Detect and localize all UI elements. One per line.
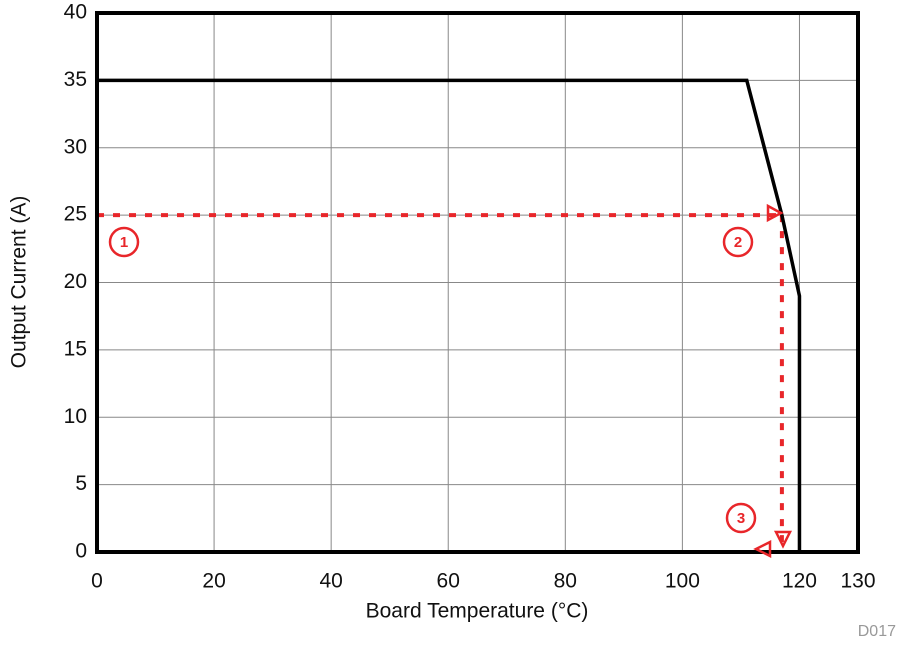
annotation-circle (725, 502, 757, 534)
x-tick-label: 20 (202, 570, 225, 593)
y-tick-label: 40 (64, 1, 87, 24)
series-line (97, 78, 802, 552)
arrow-down (773, 530, 793, 549)
y-tick-label: 5 (75, 472, 87, 495)
grid (96, 12, 859, 553)
y-tick-label: 10 (64, 405, 87, 428)
annotation: 1 (120, 234, 128, 251)
plot-frame (95, 11, 860, 554)
x-tick-label: 40 (319, 570, 342, 593)
x-tick-label: 60 (437, 570, 460, 593)
annotation: 2 (734, 234, 742, 251)
y-tick-label: 0 (75, 540, 87, 563)
arrow-right (766, 203, 784, 223)
y-tick-label: 20 (64, 270, 87, 293)
x-tick-label: 100 (665, 570, 700, 593)
x-tick-label: 130 (840, 570, 875, 593)
y-tick-label: 30 (64, 135, 87, 158)
x-tick-label: 0 (91, 570, 103, 593)
figure-id: D017 (858, 623, 896, 640)
y-tick-label: 25 (64, 203, 87, 226)
x-tick-label: 80 (554, 570, 577, 593)
annotation: 3 (737, 510, 745, 527)
annotation-circle (722, 226, 754, 258)
y-tick-label: 15 (64, 337, 87, 360)
annotation-circle (108, 226, 140, 258)
x-axis-title: Board Temperature (°C) (366, 600, 589, 623)
arrow-left (753, 539, 772, 559)
marks (97, 78, 802, 552)
y-axis-title: Output Current (A) (8, 196, 31, 369)
x-tick-label: 120 (782, 570, 817, 593)
y-tick-label: 35 (64, 68, 87, 91)
annotation-arrows (108, 203, 793, 559)
